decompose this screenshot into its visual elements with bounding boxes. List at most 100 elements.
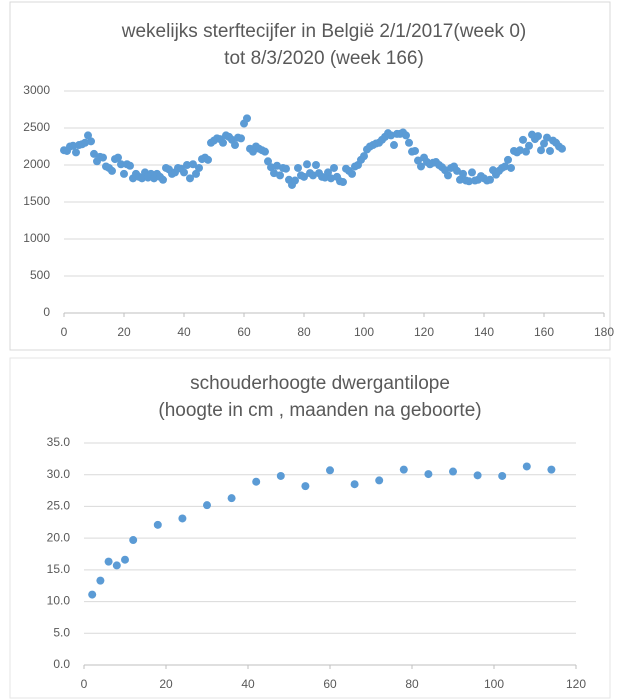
point <box>81 138 89 147</box>
point <box>486 175 494 184</box>
x-tick-label: 40 <box>177 325 191 339</box>
y-tick-label: 35.0 <box>47 435 71 449</box>
point <box>252 477 261 486</box>
point <box>291 176 299 185</box>
point <box>261 147 269 156</box>
point <box>267 163 275 172</box>
point <box>468 168 476 177</box>
x-tick-label: 80 <box>405 677 419 691</box>
point <box>178 514 187 523</box>
point <box>153 520 162 529</box>
point <box>330 163 338 172</box>
point <box>231 141 239 150</box>
point <box>444 171 452 180</box>
x-tick-label: 40 <box>241 677 255 691</box>
chart-title: (hoogte in cm , maanden na geboorte) <box>158 400 481 421</box>
point <box>300 172 308 181</box>
point <box>189 160 197 169</box>
point <box>88 590 97 599</box>
point <box>180 168 188 177</box>
point <box>192 169 200 178</box>
x-tick-label: 0 <box>61 325 68 339</box>
x-tick-label: 180 <box>594 325 614 339</box>
point <box>339 178 347 187</box>
y-tick-label: 0 <box>43 305 50 319</box>
chart-title: tot 8/3/2020 (week 166) <box>224 48 424 69</box>
point <box>204 155 212 164</box>
point <box>104 557 113 566</box>
point <box>324 168 332 177</box>
x-tick-label: 140 <box>474 325 494 339</box>
y-tick-label: 1000 <box>23 231 50 245</box>
point <box>87 137 95 146</box>
point <box>237 134 245 143</box>
y-tick-label: 10.0 <box>47 594 71 608</box>
y-tick-label: 20.0 <box>47 530 71 544</box>
point <box>537 146 545 155</box>
point <box>273 161 281 170</box>
x-tick-label: 60 <box>237 325 251 339</box>
point <box>120 169 128 178</box>
y-tick-label: 15.0 <box>47 562 71 576</box>
x-tick-label: 20 <box>159 677 173 691</box>
point <box>264 157 272 166</box>
x-tick-label: 80 <box>297 325 311 339</box>
point <box>326 466 334 475</box>
point <box>522 462 531 471</box>
point <box>348 169 356 178</box>
point <box>516 146 524 155</box>
point <box>183 161 191 169</box>
point <box>159 175 167 184</box>
point <box>424 470 433 479</box>
point <box>546 146 554 155</box>
point <box>243 114 251 123</box>
point <box>459 169 467 178</box>
point <box>99 153 107 162</box>
point <box>360 152 368 161</box>
x-tick-label: 20 <box>117 325 131 339</box>
point <box>453 166 461 175</box>
point <box>69 141 77 150</box>
point <box>312 161 320 169</box>
y-tick-label: 500 <box>30 268 50 282</box>
y-tick-label: 3000 <box>23 83 50 97</box>
y-tick-label: 2500 <box>23 120 50 134</box>
point <box>519 135 527 144</box>
point <box>540 139 548 148</box>
point <box>504 155 512 164</box>
point <box>405 138 413 147</box>
point <box>547 465 556 474</box>
point <box>525 141 533 150</box>
point <box>90 149 98 158</box>
point <box>276 171 284 180</box>
point <box>390 141 398 150</box>
point <box>117 160 125 169</box>
point <box>276 471 285 480</box>
chart-title: schouderhoogte dwergantilope <box>190 373 450 394</box>
y-tick-label: 2000 <box>23 157 50 171</box>
point <box>558 144 566 153</box>
point <box>498 471 507 480</box>
x-tick-label: 100 <box>354 325 374 339</box>
y-tick-label: 5.0 <box>53 625 70 639</box>
point <box>399 465 408 474</box>
point <box>456 175 464 184</box>
point <box>303 160 311 169</box>
point <box>270 169 278 178</box>
point <box>195 163 203 172</box>
point <box>301 482 310 491</box>
point <box>309 171 317 180</box>
point <box>72 148 80 157</box>
point <box>186 174 194 183</box>
point <box>121 555 129 564</box>
point <box>543 133 551 142</box>
point <box>414 156 422 165</box>
point <box>507 163 515 172</box>
x-tick-label: 160 <box>534 325 554 339</box>
chart-frame <box>9 1 611 351</box>
x-tick-label: 120 <box>566 677 586 691</box>
point <box>203 501 211 510</box>
point <box>534 132 542 141</box>
point <box>387 131 395 140</box>
